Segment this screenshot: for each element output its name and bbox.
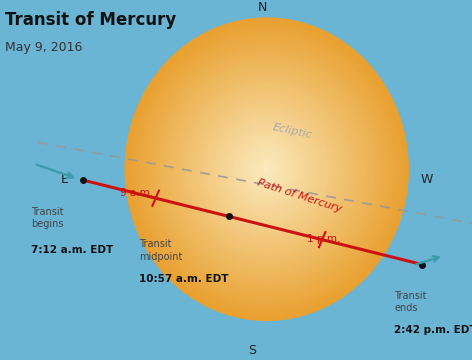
Ellipse shape	[186, 84, 347, 255]
Text: 7:12 a.m. EDT: 7:12 a.m. EDT	[31, 245, 113, 255]
Ellipse shape	[236, 136, 297, 202]
Ellipse shape	[253, 154, 281, 184]
Ellipse shape	[234, 134, 300, 204]
Ellipse shape	[125, 18, 408, 320]
Ellipse shape	[135, 28, 399, 310]
Ellipse shape	[229, 129, 304, 210]
Ellipse shape	[241, 141, 293, 197]
Ellipse shape	[210, 109, 323, 230]
Text: 2:42 p.m. EDT: 2:42 p.m. EDT	[394, 325, 472, 335]
Text: Transit
midpoint: Transit midpoint	[139, 239, 183, 262]
Ellipse shape	[142, 36, 392, 303]
Ellipse shape	[137, 31, 396, 308]
Ellipse shape	[222, 121, 312, 217]
Ellipse shape	[201, 99, 333, 240]
Ellipse shape	[175, 71, 359, 267]
Ellipse shape	[132, 26, 401, 313]
Text: E: E	[61, 173, 69, 186]
Ellipse shape	[144, 38, 389, 300]
Ellipse shape	[153, 48, 380, 290]
Ellipse shape	[212, 111, 321, 227]
Text: May 9, 2016: May 9, 2016	[5, 41, 82, 54]
Ellipse shape	[177, 73, 356, 265]
Ellipse shape	[248, 149, 286, 189]
Ellipse shape	[257, 159, 276, 179]
Ellipse shape	[203, 101, 330, 237]
Ellipse shape	[205, 104, 328, 235]
Ellipse shape	[168, 63, 366, 275]
Ellipse shape	[255, 157, 278, 182]
Ellipse shape	[163, 58, 371, 280]
Ellipse shape	[172, 68, 361, 270]
Text: 9 a.m.: 9 a.m.	[120, 188, 153, 198]
Ellipse shape	[149, 43, 385, 295]
Ellipse shape	[245, 147, 288, 192]
Ellipse shape	[170, 66, 363, 273]
Ellipse shape	[208, 106, 326, 232]
Ellipse shape	[224, 124, 309, 215]
Ellipse shape	[194, 91, 340, 247]
Text: Transit
begins: Transit begins	[31, 207, 63, 229]
Text: N: N	[257, 1, 267, 14]
Ellipse shape	[215, 114, 319, 225]
Text: Transit
ends: Transit ends	[394, 291, 427, 313]
Ellipse shape	[146, 41, 387, 298]
Ellipse shape	[184, 81, 349, 257]
Text: Ecliptic: Ecliptic	[272, 122, 313, 140]
Ellipse shape	[217, 116, 316, 222]
Ellipse shape	[158, 53, 375, 285]
Ellipse shape	[189, 86, 345, 252]
Ellipse shape	[156, 51, 378, 288]
Ellipse shape	[151, 46, 382, 293]
Ellipse shape	[139, 33, 394, 305]
Ellipse shape	[179, 76, 354, 262]
Ellipse shape	[260, 162, 274, 177]
Ellipse shape	[191, 89, 342, 250]
Ellipse shape	[250, 152, 283, 187]
Text: Transit of Mercury: Transit of Mercury	[5, 11, 176, 29]
Ellipse shape	[127, 21, 406, 318]
Text: 10:57 a.m. EDT: 10:57 a.m. EDT	[139, 274, 229, 284]
Ellipse shape	[196, 94, 337, 245]
Text: S: S	[249, 345, 256, 357]
Ellipse shape	[219, 119, 314, 220]
Text: Path of Mercury: Path of Mercury	[256, 178, 343, 215]
Ellipse shape	[238, 139, 295, 199]
Text: 1 p.m.: 1 p.m.	[307, 234, 340, 244]
Ellipse shape	[231, 131, 302, 207]
Ellipse shape	[243, 144, 290, 194]
Ellipse shape	[130, 23, 404, 315]
Ellipse shape	[227, 126, 307, 212]
Ellipse shape	[262, 164, 271, 174]
Ellipse shape	[264, 167, 269, 172]
Ellipse shape	[182, 78, 352, 260]
Text: W: W	[421, 173, 433, 186]
Ellipse shape	[165, 61, 368, 278]
Ellipse shape	[160, 56, 373, 283]
Ellipse shape	[198, 96, 335, 242]
